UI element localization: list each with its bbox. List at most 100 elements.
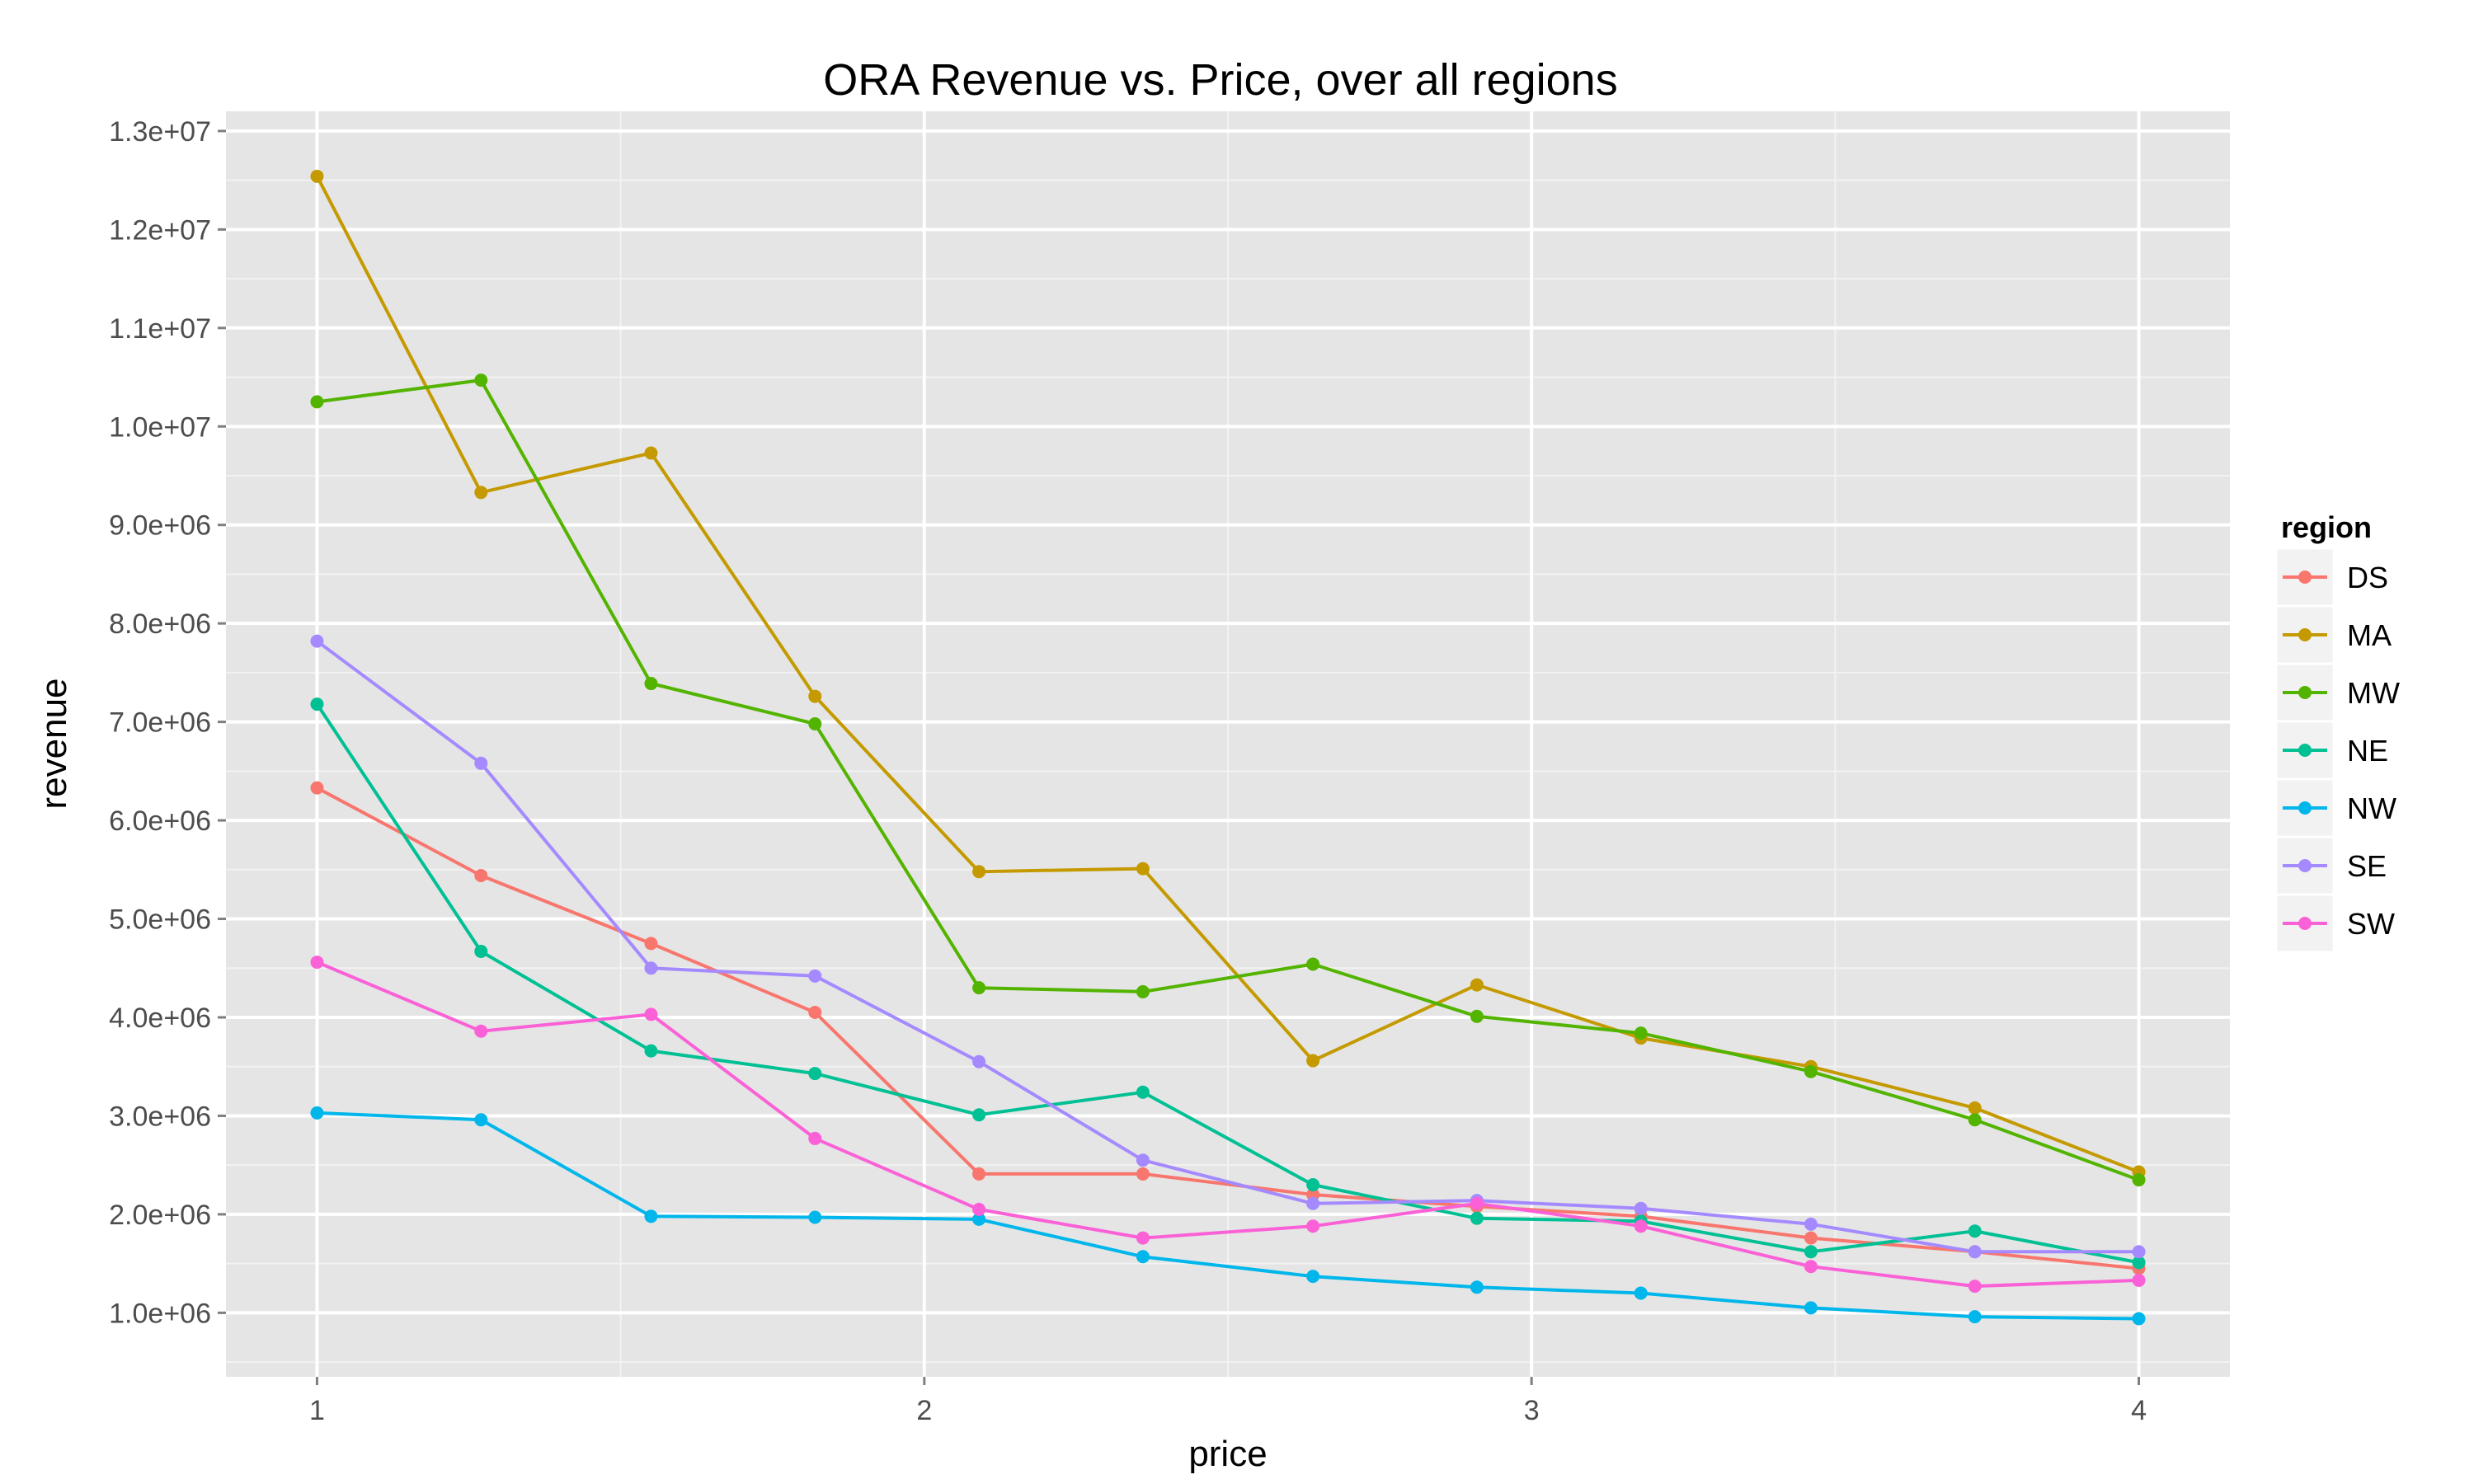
data-point-nw bbox=[1634, 1286, 1648, 1300]
y-tick-label: 5.0e+06 bbox=[109, 904, 211, 936]
data-point-sw bbox=[1470, 1196, 1484, 1210]
data-point-ma bbox=[310, 169, 324, 183]
data-point-ds bbox=[474, 868, 488, 882]
data-point-mw bbox=[972, 981, 986, 995]
y-tick-label: 1.0e+07 bbox=[109, 411, 211, 443]
data-point-nw bbox=[808, 1210, 822, 1224]
legend-label-se: SE bbox=[2347, 849, 2387, 883]
legend-item-mw: MW bbox=[2274, 662, 2400, 723]
legend-label-nw: NW bbox=[2347, 791, 2396, 825]
major-gridlines bbox=[226, 111, 2230, 1377]
chart-title: ORA Revenue vs. Price, over all regions bbox=[823, 55, 1617, 105]
data-point-nw bbox=[644, 1209, 658, 1223]
y-tick-label: 7.0e+06 bbox=[109, 707, 211, 739]
x-tick-label: 3 bbox=[1524, 1395, 1540, 1426]
y-tick-label: 1.1e+07 bbox=[109, 313, 211, 345]
data-point-sw bbox=[310, 956, 324, 970]
data-point-mw bbox=[1306, 957, 1320, 971]
x-tick-label: 2 bbox=[916, 1395, 932, 1426]
y-tick-label: 1.3e+07 bbox=[109, 116, 211, 148]
series-line-mw bbox=[317, 378, 2140, 1181]
legend-label-ne: NE bbox=[2347, 734, 2388, 768]
data-point-ne bbox=[1968, 1224, 1982, 1238]
x-tick-label: 4 bbox=[2131, 1395, 2147, 1426]
data-point-mw bbox=[808, 717, 822, 731]
series-line-sw bbox=[316, 960, 2139, 1289]
data-point-se bbox=[1136, 1153, 1150, 1167]
data-point-nw bbox=[474, 1113, 488, 1127]
data-point-ne bbox=[644, 1044, 658, 1058]
data-point-ne bbox=[972, 1108, 986, 1122]
y-tick-label: 9.0e+06 bbox=[109, 510, 211, 542]
data-point-sw bbox=[474, 1024, 488, 1038]
data-point-mw bbox=[474, 373, 488, 387]
legend-item-sw: SW bbox=[2274, 893, 2395, 954]
legend-point-mw bbox=[2298, 686, 2312, 699]
data-point-nw bbox=[310, 1106, 324, 1120]
data-point-ds bbox=[1136, 1167, 1150, 1181]
data-point-ds bbox=[1804, 1231, 1818, 1245]
data-point-ma bbox=[474, 486, 488, 500]
data-point-se bbox=[644, 961, 658, 975]
y-axis: 1.0e+06 2.0e+06 3.0e+06 4.0e+06 5.0e+06 6.0e+… bbox=[109, 116, 226, 1329]
data-point-sw bbox=[644, 1007, 658, 1021]
data-point-se bbox=[972, 1054, 986, 1068]
legend-point-ma bbox=[2298, 628, 2312, 641]
data-point-se bbox=[1804, 1217, 1818, 1231]
legend-item-ne: NE bbox=[2274, 720, 2388, 781]
series-layer bbox=[310, 169, 2146, 1326]
data-point-mw bbox=[644, 677, 658, 691]
data-point-sw bbox=[972, 1202, 986, 1216]
data-point-ma bbox=[972, 865, 986, 879]
data-point-sw bbox=[1306, 1219, 1320, 1233]
data-point-ma bbox=[808, 689, 822, 703]
data-point-ne bbox=[808, 1067, 822, 1081]
data-point-se bbox=[808, 969, 822, 983]
data-point-mw bbox=[1470, 1009, 1484, 1023]
data-point-ne bbox=[2132, 1256, 2146, 1270]
data-point-ma bbox=[644, 446, 658, 460]
y-tick-label: 4.0e+06 bbox=[109, 1003, 211, 1034]
data-point-ne bbox=[1306, 1178, 1320, 1192]
data-point-sw bbox=[1634, 1219, 1648, 1233]
data-point-nw bbox=[1136, 1250, 1150, 1264]
data-point-se bbox=[310, 634, 324, 648]
data-point-nw bbox=[1306, 1270, 1320, 1284]
y-tick-label: 2.0e+06 bbox=[109, 1200, 211, 1231]
data-point-ne bbox=[1804, 1245, 1818, 1259]
data-point-ne bbox=[1136, 1085, 1150, 1099]
data-point-nw bbox=[1968, 1310, 1982, 1324]
series-line-nw bbox=[317, 1111, 2139, 1321]
series-line-ne bbox=[315, 702, 2139, 1265]
data-point-se bbox=[474, 756, 488, 770]
legend-point-sw bbox=[2298, 917, 2312, 930]
data-point-se bbox=[1968, 1245, 1982, 1259]
legend-item-nw: NW bbox=[2274, 777, 2396, 838]
y-tick-label: 8.0e+06 bbox=[109, 608, 211, 640]
y-tick-label: 6.0e+06 bbox=[109, 805, 211, 837]
data-point-ma bbox=[1968, 1101, 1982, 1115]
legend-point-ne bbox=[2298, 744, 2312, 757]
data-point-ds bbox=[310, 781, 324, 795]
legend-item-ds: DS bbox=[2274, 547, 2388, 608]
y-axis-title: revenue bbox=[34, 678, 74, 809]
data-point-mw bbox=[1136, 984, 1150, 998]
data-point-sw bbox=[808, 1131, 822, 1145]
legend-item-ma: MA bbox=[2274, 604, 2392, 665]
data-point-mw bbox=[2132, 1173, 2146, 1187]
data-point-mw bbox=[310, 395, 324, 409]
data-point-sw bbox=[2132, 1273, 2146, 1287]
data-point-ma bbox=[1470, 978, 1484, 992]
legend-title: region bbox=[2281, 510, 2372, 544]
data-point-se bbox=[1634, 1201, 1648, 1215]
data-point-ne bbox=[1470, 1211, 1484, 1225]
data-point-ds bbox=[644, 937, 658, 951]
data-point-ds bbox=[808, 1006, 822, 1020]
y-tick-label: 1.0e+06 bbox=[109, 1298, 211, 1329]
legend: region DS MA MW NE NW SE SW bbox=[2274, 510, 2400, 954]
x-axis-title: price bbox=[1188, 1434, 1267, 1474]
y-tick-label: 3.0e+06 bbox=[109, 1101, 211, 1132]
data-point-ma bbox=[1306, 1054, 1320, 1068]
data-point-nw bbox=[1804, 1301, 1818, 1315]
